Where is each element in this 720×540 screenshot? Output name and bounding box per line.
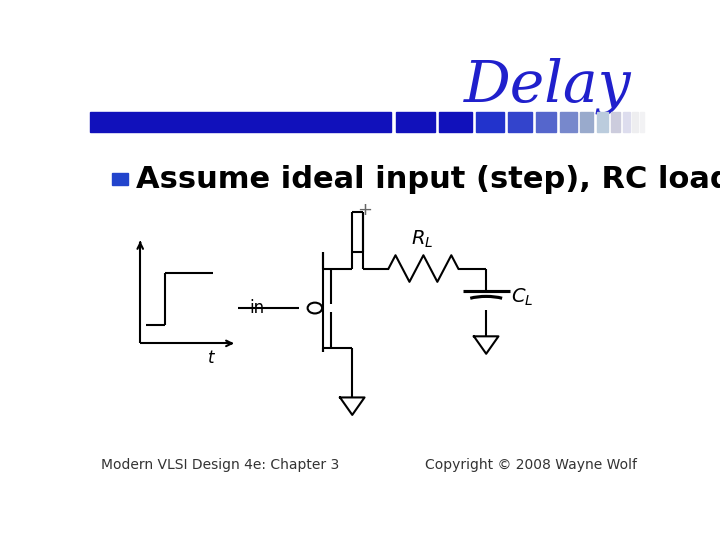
Text: $C_L$: $C_L$ [511, 287, 534, 308]
Text: Delay: Delay [464, 58, 631, 114]
Bar [508, 112, 533, 132]
Bar [632, 112, 638, 132]
Text: t: t [208, 349, 215, 367]
Text: Assume ideal input (step), RC load.: Assume ideal input (step), RC load. [136, 165, 720, 194]
Bar [623, 112, 630, 132]
Bar [611, 112, 620, 132]
Text: Copyright © 2008 Wayne Wolf: Copyright © 2008 Wayne Wolf [425, 458, 637, 472]
Bar [396, 112, 435, 132]
Bar [90, 112, 392, 132]
Bar [112, 173, 128, 185]
Text: Modern VLSI Design 4e: Chapter 3: Modern VLSI Design 4e: Chapter 3 [101, 458, 339, 472]
Text: +: + [356, 201, 372, 219]
Bar [560, 112, 577, 132]
Text: in: in [249, 299, 264, 317]
Bar [536, 112, 557, 132]
Bar [639, 112, 644, 132]
Text: $R_L$: $R_L$ [411, 229, 433, 250]
Bar [597, 112, 608, 132]
Bar [476, 112, 504, 132]
Bar [438, 112, 472, 132]
Bar [580, 112, 593, 132]
